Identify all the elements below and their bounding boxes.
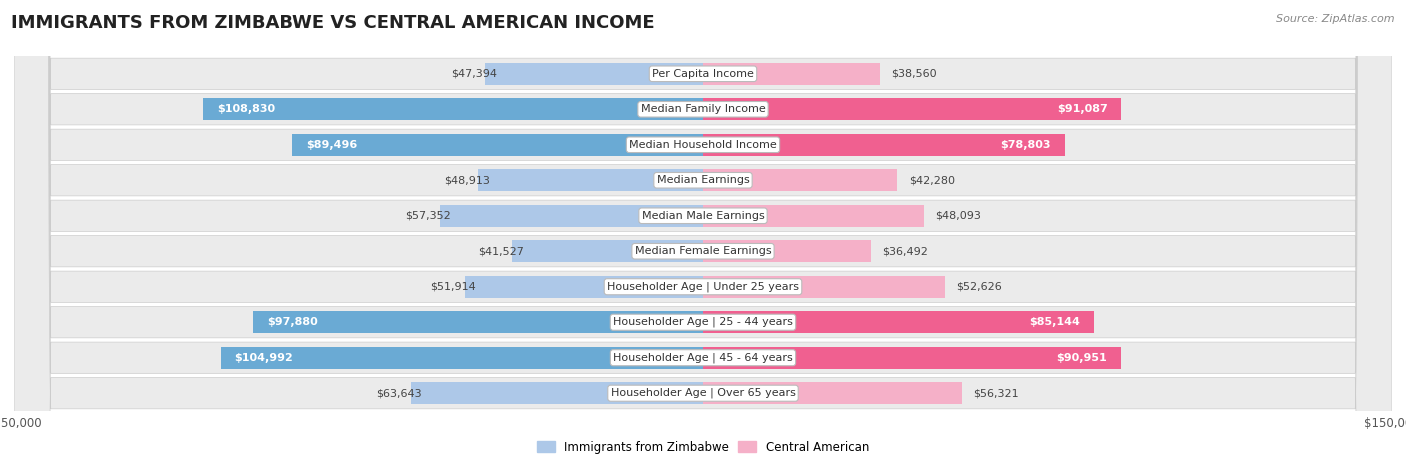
Text: $108,830: $108,830 <box>217 104 276 114</box>
Bar <box>464 276 703 298</box>
FancyBboxPatch shape <box>14 0 1392 467</box>
Text: $91,087: $91,087 <box>1057 104 1108 114</box>
Text: Householder Age | 25 - 44 years: Householder Age | 25 - 44 years <box>613 317 793 327</box>
FancyBboxPatch shape <box>14 0 1392 467</box>
FancyBboxPatch shape <box>14 0 1392 467</box>
Text: $42,280: $42,280 <box>908 175 955 185</box>
Text: Median Male Earnings: Median Male Earnings <box>641 211 765 221</box>
Bar <box>253 311 703 333</box>
Text: Median Earnings: Median Earnings <box>657 175 749 185</box>
Bar <box>703 134 1064 156</box>
Text: Source: ZipAtlas.com: Source: ZipAtlas.com <box>1277 14 1395 24</box>
Text: $85,144: $85,144 <box>1029 317 1080 327</box>
Text: $63,643: $63,643 <box>377 388 422 398</box>
Text: Householder Age | Under 25 years: Householder Age | Under 25 years <box>607 282 799 292</box>
Legend: Immigrants from Zimbabwe, Central American: Immigrants from Zimbabwe, Central Americ… <box>533 436 873 458</box>
Bar <box>440 205 703 227</box>
Text: $97,880: $97,880 <box>267 317 318 327</box>
Bar <box>703 382 962 404</box>
Text: $41,527: $41,527 <box>478 246 524 256</box>
Text: $78,803: $78,803 <box>1001 140 1052 150</box>
FancyBboxPatch shape <box>14 0 1392 467</box>
Text: Median Female Earnings: Median Female Earnings <box>634 246 772 256</box>
FancyBboxPatch shape <box>14 0 1392 467</box>
Text: $104,992: $104,992 <box>235 353 294 363</box>
Text: Median Household Income: Median Household Income <box>628 140 778 150</box>
Bar <box>703 311 1094 333</box>
Bar <box>485 63 703 85</box>
Bar <box>703 63 880 85</box>
Text: $38,560: $38,560 <box>891 69 938 79</box>
FancyBboxPatch shape <box>14 0 1392 467</box>
Text: $52,626: $52,626 <box>956 282 1002 292</box>
FancyBboxPatch shape <box>14 0 1392 467</box>
Bar <box>411 382 703 404</box>
Bar <box>703 276 945 298</box>
Text: $47,394: $47,394 <box>451 69 496 79</box>
Text: $36,492: $36,492 <box>882 246 928 256</box>
Text: $57,352: $57,352 <box>405 211 451 221</box>
Bar <box>703 240 870 262</box>
Bar <box>703 347 1121 369</box>
Text: Householder Age | Over 65 years: Householder Age | Over 65 years <box>610 388 796 398</box>
Text: $48,913: $48,913 <box>444 175 489 185</box>
Bar <box>703 98 1122 120</box>
FancyBboxPatch shape <box>14 0 1392 467</box>
Bar <box>221 347 703 369</box>
Text: Median Family Income: Median Family Income <box>641 104 765 114</box>
FancyBboxPatch shape <box>14 0 1392 467</box>
Text: $89,496: $89,496 <box>305 140 357 150</box>
Bar <box>292 134 703 156</box>
Text: $56,321: $56,321 <box>973 388 1019 398</box>
Bar <box>703 205 924 227</box>
FancyBboxPatch shape <box>14 0 1392 467</box>
Bar <box>512 240 703 262</box>
Bar <box>703 169 897 191</box>
Text: Householder Age | 45 - 64 years: Householder Age | 45 - 64 years <box>613 353 793 363</box>
Text: $90,951: $90,951 <box>1056 353 1107 363</box>
Text: $48,093: $48,093 <box>935 211 981 221</box>
Text: $51,914: $51,914 <box>430 282 477 292</box>
Text: Per Capita Income: Per Capita Income <box>652 69 754 79</box>
Text: IMMIGRANTS FROM ZIMBABWE VS CENTRAL AMERICAN INCOME: IMMIGRANTS FROM ZIMBABWE VS CENTRAL AMER… <box>11 14 655 32</box>
Bar <box>478 169 703 191</box>
Bar <box>202 98 703 120</box>
